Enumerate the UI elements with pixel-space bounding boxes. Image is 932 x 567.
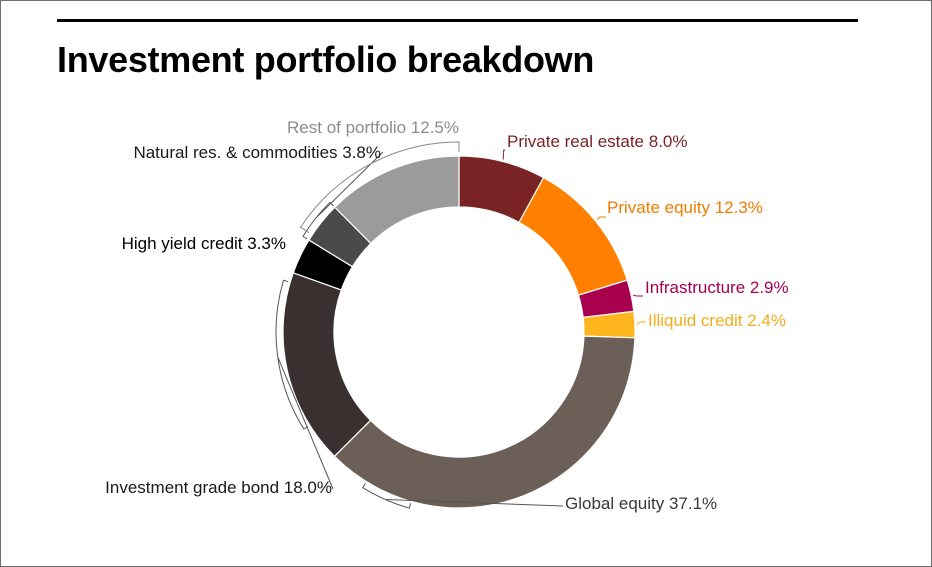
leader-lines <box>275 141 646 509</box>
label-investment-grade-bond: Investment grade bond 18.0% <box>105 478 332 497</box>
leader-rest-of-portfolio-bracket <box>299 141 460 234</box>
slice-rest-of-portfolio <box>333 155 460 245</box>
leader-illiquid-credit <box>636 321 646 325</box>
leader-private-real-estate <box>502 149 505 160</box>
slice-investment-grade-bond <box>282 272 372 458</box>
label-private-equity: Private equity 12.3% <box>607 198 763 217</box>
label-illiquid-credit: Illiquid credit 2.4% <box>648 311 786 330</box>
label-high-yield-credit: High yield credit 3.3% <box>122 234 286 253</box>
label-private-real-estate: Private real estate 8.0% <box>507 132 687 151</box>
leader-private-equity <box>596 216 606 220</box>
label-rest-of-portfolio: Rest of portfolio 12.5% <box>287 118 459 137</box>
slice-global-equity <box>333 335 636 509</box>
label-natural-res-commodities: Natural res. & commodities 3.8% <box>133 143 381 162</box>
chart-title: Investment portfolio breakdown <box>57 39 595 80</box>
slice-labels: Private real estate 8.0% Private equity 1… <box>105 118 788 513</box>
leader-investment-grade-bond <box>275 279 334 490</box>
donut-slices <box>282 155 636 509</box>
top-rule <box>57 19 858 22</box>
label-infrastructure: Infrastructure 2.9% <box>645 278 789 297</box>
leader-global-equity <box>362 483 564 509</box>
leader-infrastructure <box>633 294 643 297</box>
slice-private-equity <box>518 176 628 296</box>
label-global-equity: Global equity 37.1% <box>565 494 717 513</box>
